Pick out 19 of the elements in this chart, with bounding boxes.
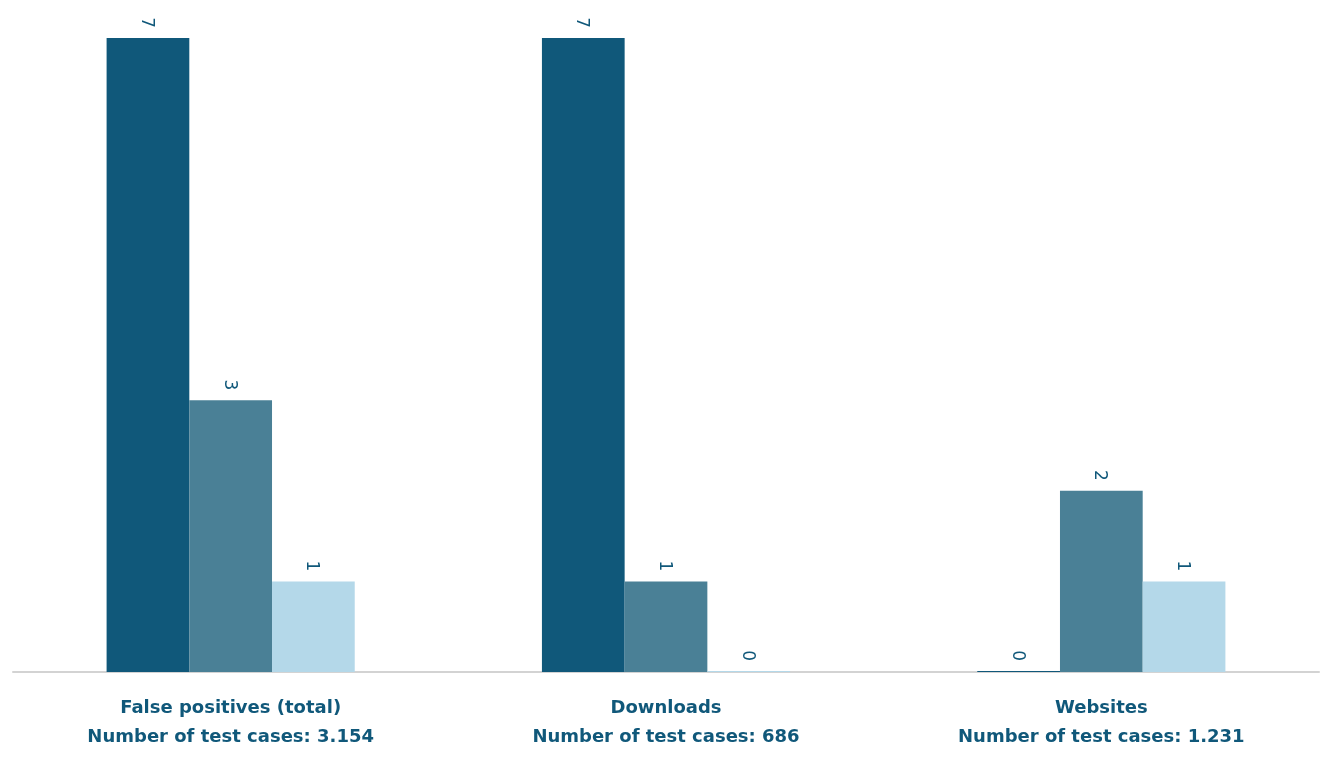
bar: [106, 38, 190, 672]
bar: [541, 38, 625, 672]
x-tick-label: Downloads Number of test cases: 686: [532, 696, 800, 746]
data-label: 0: [1008, 650, 1029, 661]
data-label: 1: [303, 560, 324, 572]
data-label: 7: [573, 17, 594, 28]
bar: [272, 581, 355, 672]
data-label: 1: [1174, 560, 1195, 572]
bar: [1059, 490, 1143, 672]
x-tick-label: Websites Number of test cases: 1.231: [958, 696, 1245, 746]
data-label: 0: [738, 650, 759, 661]
x-tick-label: False positives (total) Number of test cases: 3.154: [87, 696, 374, 746]
data-label: 3: [220, 379, 241, 391]
data-label: 1: [656, 560, 676, 572]
data-label: 7: [137, 17, 158, 28]
data-label: 2: [1091, 470, 1112, 481]
bar: [624, 581, 708, 672]
bar: [1142, 581, 1226, 672]
bar: [189, 400, 273, 672]
